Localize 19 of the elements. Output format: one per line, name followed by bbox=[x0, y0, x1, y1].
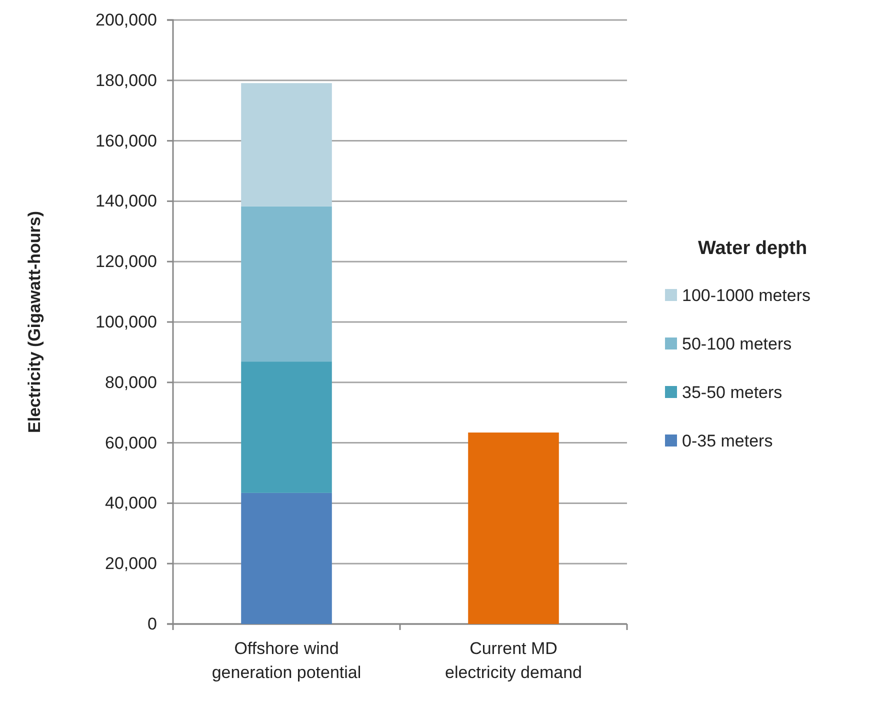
y-tick-label: 0 bbox=[148, 614, 157, 634]
legend-label: 35-50 meters bbox=[682, 383, 782, 402]
y-tick-label: 60,000 bbox=[105, 433, 157, 452]
y-tick-label: 120,000 bbox=[96, 252, 157, 272]
y-tick-label: 100,000 bbox=[96, 312, 157, 332]
y-tick-label: 20,000 bbox=[105, 554, 157, 574]
legend-label: 100-1000 meters bbox=[682, 286, 811, 305]
x-tick-label: Current MD electricity demand bbox=[444, 639, 582, 682]
legend-label: 50-100 meters bbox=[682, 334, 792, 354]
y-tick-label: 40,000 bbox=[105, 494, 157, 513]
y-tick-label: 160,000 bbox=[96, 131, 157, 150]
y-tick-label: 180,000 bbox=[96, 70, 157, 90]
y-tick-label: 140,000 bbox=[96, 192, 157, 211]
x-tick-label: Offshore wind generation potential bbox=[212, 639, 362, 682]
legend-label: 0-35 meters bbox=[682, 432, 773, 450]
y-axis-title: Electricity (Gigawatt-hours) bbox=[25, 211, 44, 433]
legend-title: Water depth bbox=[698, 238, 808, 259]
y-tick-label: 200,000 bbox=[96, 10, 157, 30]
y-tick-label: 80,000 bbox=[105, 372, 157, 392]
